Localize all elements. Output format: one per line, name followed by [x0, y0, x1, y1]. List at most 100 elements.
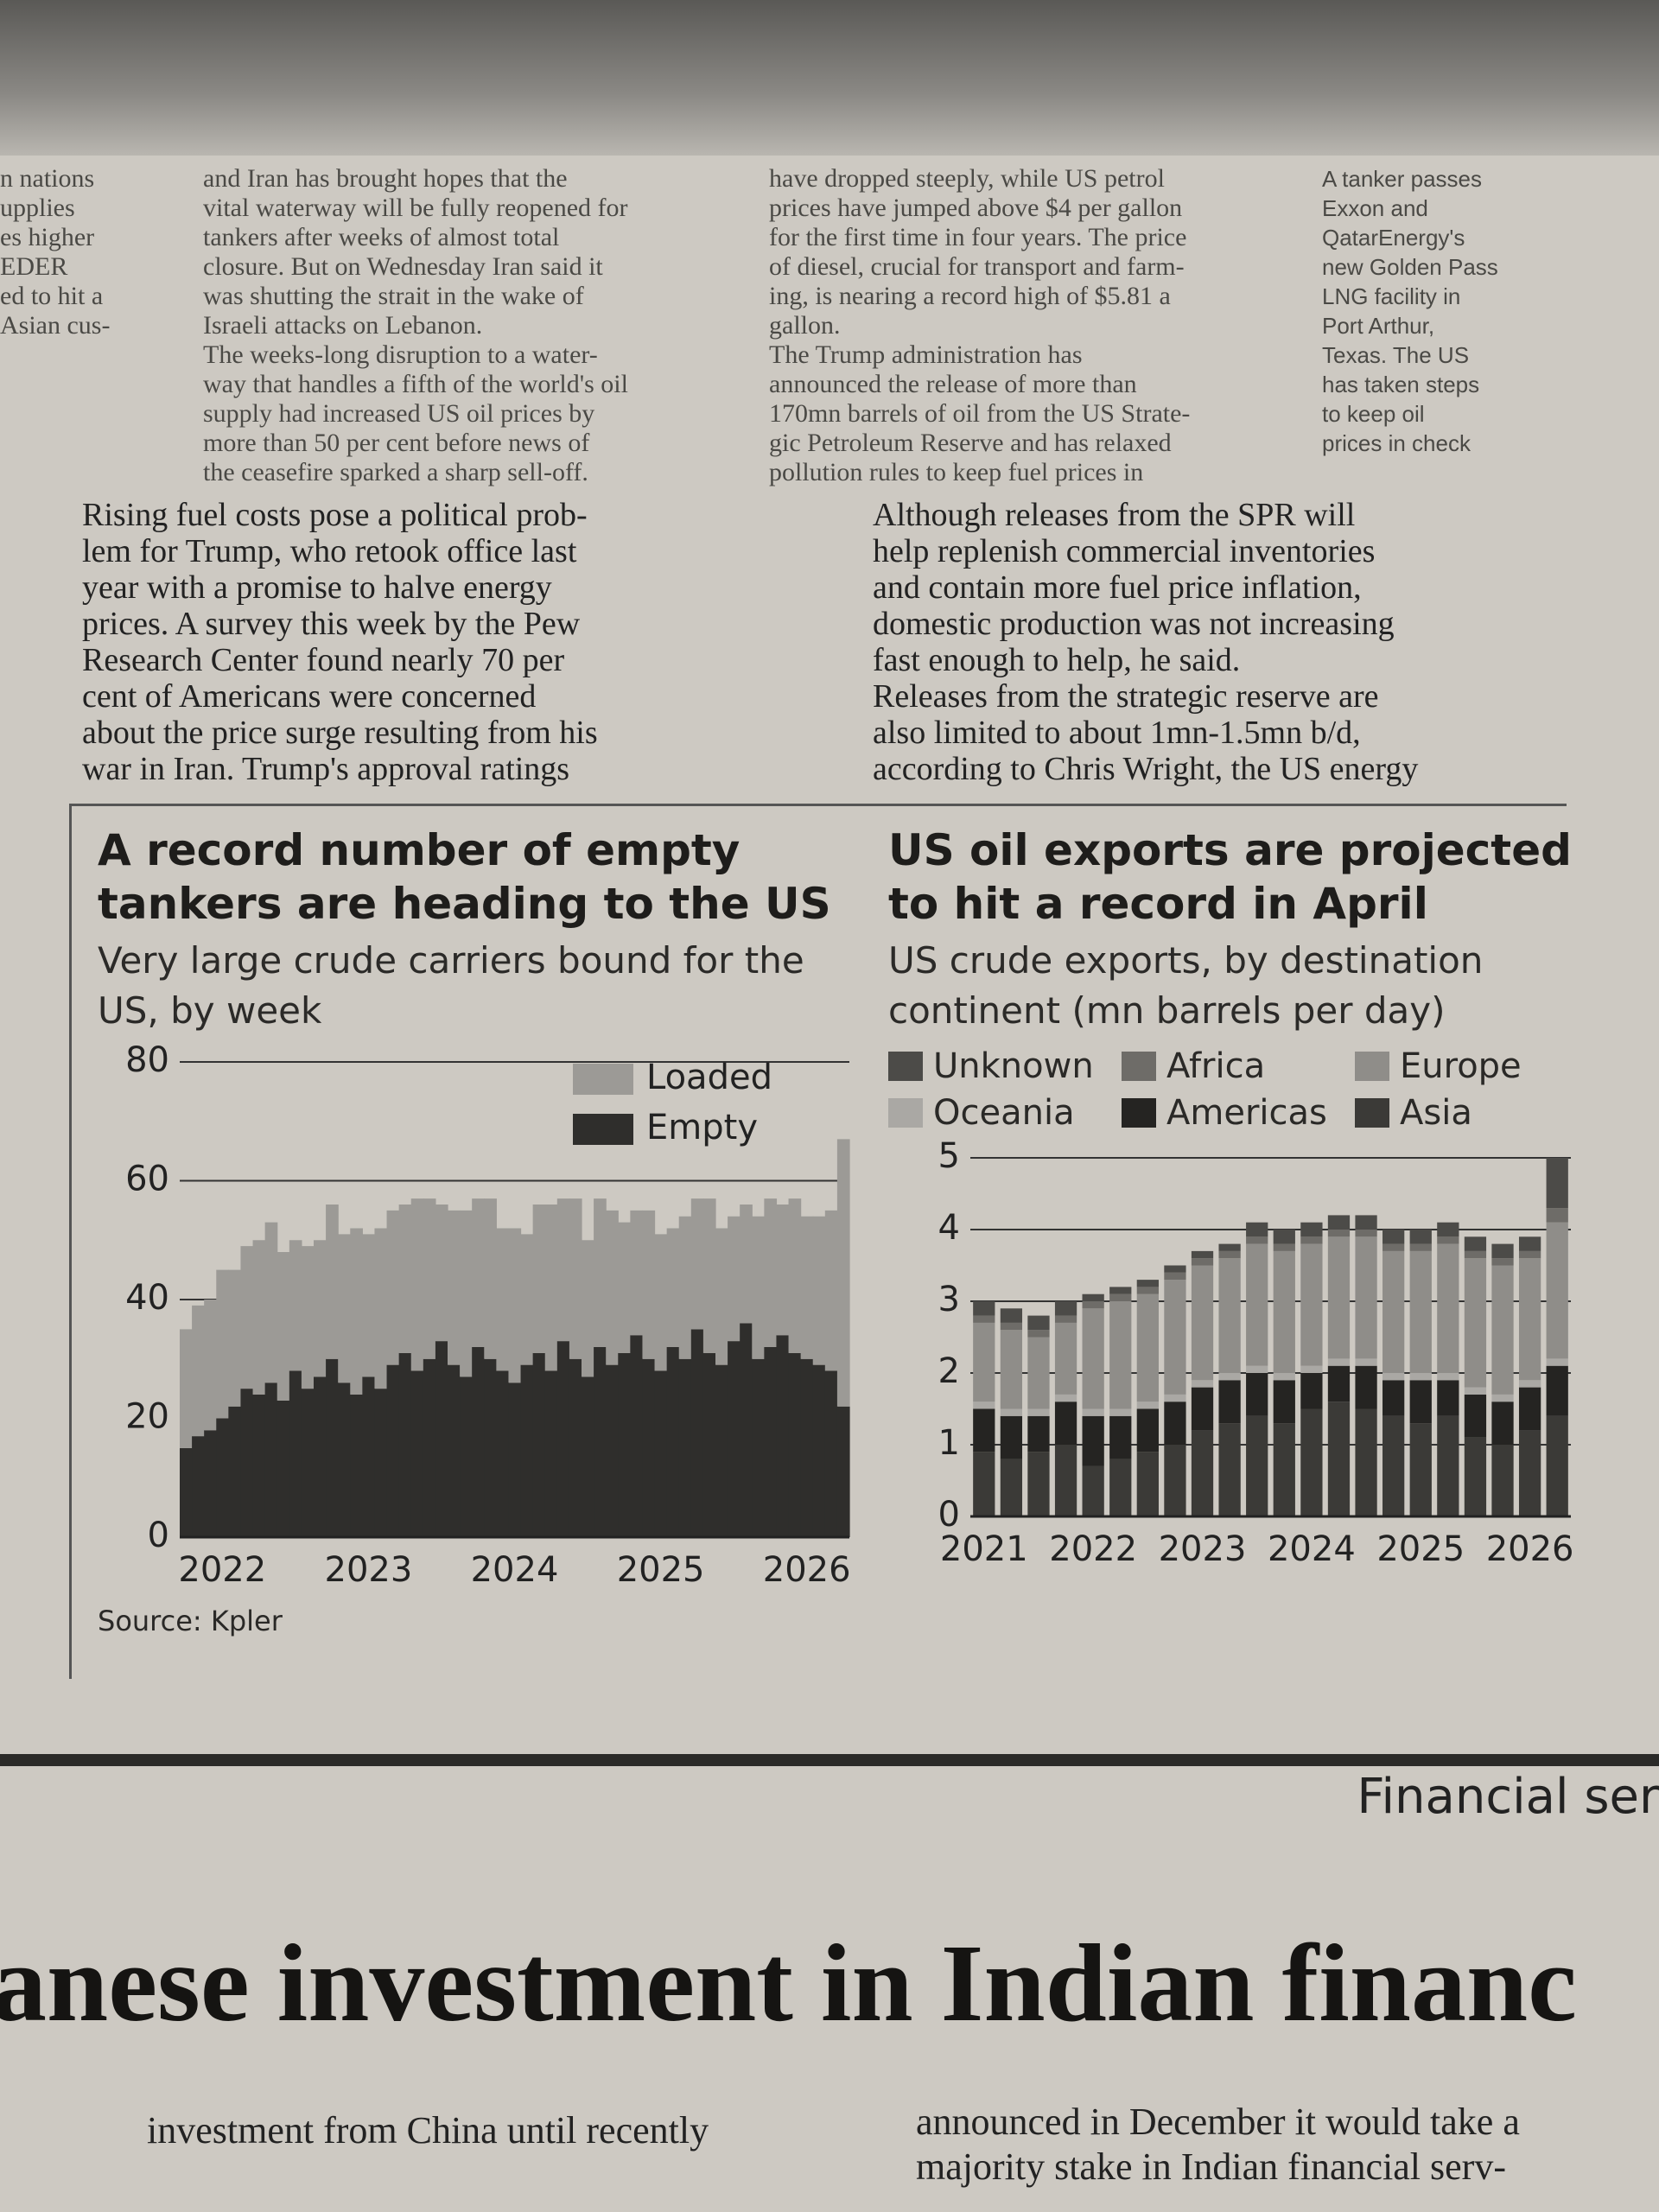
area-segment	[228, 1269, 242, 1407]
bar-segment	[1382, 1230, 1405, 1244]
text-line: upplies	[0, 194, 75, 222]
text-line: according to Chris Wright, the US energy	[873, 751, 1419, 787]
bar-segment	[1355, 1215, 1377, 1230]
bar-segment	[1054, 1322, 1077, 1395]
legend-swatch	[573, 1114, 633, 1145]
area-segment	[264, 1222, 278, 1383]
text-line: es higher	[0, 223, 95, 251]
area-segment	[472, 1347, 485, 1537]
text-line: the ceasefire sparked a sharp sell-off.	[203, 458, 588, 486]
area-segment	[264, 1382, 278, 1537]
area-segment	[702, 1352, 716, 1537]
x-tick-label: 2023	[1159, 1529, 1247, 1569]
area-segment	[800, 1358, 814, 1537]
bar-segment	[1164, 1272, 1186, 1281]
bar-segment	[1054, 1394, 1077, 1402]
bar-segment	[1491, 1243, 1514, 1259]
chart: 0 20 40 60 80 2022 2023 2024 2025 2026 Loaded Empty	[125, 1040, 850, 1590]
area-segment	[374, 1389, 388, 1537]
bar-segment	[1246, 1373, 1268, 1416]
bar-segment	[1273, 1230, 1295, 1244]
bar-segment	[1327, 1358, 1351, 1366]
legend-item: Europe	[1355, 1043, 1588, 1090]
text-line: to keep oil	[1322, 401, 1425, 427]
legend-item: Americas	[1122, 1090, 1355, 1136]
source: Source: Kpler	[98, 1605, 283, 1637]
bar-segment	[1491, 1258, 1514, 1266]
y-tick-label: 0	[148, 1516, 169, 1555]
bar-segment	[1518, 1387, 1541, 1431]
bar-segment	[1191, 1250, 1214, 1259]
x-tick-label: 2025	[1376, 1529, 1465, 1569]
text-line: gic Petroleum Reserve and has relaxed	[769, 429, 1172, 457]
bar-segment	[1409, 1373, 1432, 1381]
text-line: 170mn barrels of oil from the US Strate-	[769, 399, 1191, 428]
text-line: A tanker passes	[1322, 166, 1482, 192]
area-segment	[350, 1395, 363, 1537]
area-segment	[435, 1341, 448, 1537]
bar-segment	[1054, 1315, 1077, 1323]
area-segment	[362, 1376, 376, 1537]
bar-segment	[1300, 1222, 1323, 1237]
area-segment	[630, 1210, 644, 1336]
text-line: closure. But on Wednesday Iran said it	[203, 252, 603, 281]
area-segment	[460, 1376, 473, 1537]
area-segment	[289, 1240, 302, 1371]
bar-segment	[1164, 1394, 1186, 1402]
text-line: majority stake in Indian financial serv-	[916, 2145, 1506, 2188]
area-segment	[362, 1234, 376, 1377]
text-line: help replenish commercial inventories	[873, 533, 1376, 569]
bar-segment	[1000, 1322, 1023, 1331]
chart-panel: US oil exports are projected to hit a re…	[888, 823, 1597, 1580]
area-segment	[386, 1210, 400, 1365]
y-tick-label: 4	[938, 1208, 960, 1248]
area-segment	[678, 1216, 692, 1359]
text-line: year with a promise to halve energy	[82, 569, 552, 606]
area-segment	[398, 1352, 412, 1537]
bar-segment	[1218, 1258, 1241, 1373]
area-segment	[496, 1228, 510, 1371]
text-line: vital waterway will be fully reopened fo…	[203, 194, 628, 222]
text-line: Exxon and	[1322, 195, 1428, 221]
area-segment	[678, 1358, 692, 1537]
legend-swatch	[573, 1064, 633, 1095]
bar-segment	[1054, 1445, 1077, 1516]
area-segment	[642, 1358, 656, 1537]
bar-segment	[1000, 1330, 1023, 1409]
bar-segment	[1109, 1287, 1132, 1294]
text-line: way that handles a fifth of the world's …	[203, 370, 628, 398]
area-segment	[508, 1382, 522, 1537]
legend: Unknown Africa Europe Oceania Americas Asia	[888, 1043, 1597, 1136]
area-segment	[666, 1228, 680, 1347]
legend-swatch	[888, 1098, 923, 1128]
area-segment	[715, 1364, 728, 1537]
bar-segment	[1136, 1402, 1159, 1409]
bar-segment	[1464, 1394, 1487, 1438]
area-segment	[836, 1406, 850, 1537]
text-line: more than 50 per cent before news of	[203, 429, 590, 457]
area-segment	[642, 1210, 656, 1359]
area-segment	[690, 1198, 704, 1330]
text-line: Research Center found nearly 70 per	[82, 642, 565, 678]
text-line: The weeks-long disruption to a water-	[203, 340, 598, 369]
x-tick-label: 2024	[1268, 1529, 1356, 1569]
bar-segment	[1136, 1287, 1159, 1294]
column: announced in December it would take a maj…	[916, 2100, 1520, 2190]
legend-swatch	[1122, 1052, 1156, 1081]
bar-segment	[1327, 1365, 1351, 1402]
text-line: Texas. The US	[1322, 342, 1470, 368]
bar-segment	[1437, 1373, 1459, 1381]
area-segment	[472, 1198, 485, 1347]
bar-segment	[1218, 1373, 1241, 1381]
y-tick-label: 5	[938, 1136, 960, 1176]
bar-segment	[1300, 1365, 1323, 1373]
area-segment	[618, 1222, 631, 1353]
bar-segment	[1191, 1430, 1214, 1516]
bar-segment	[1000, 1415, 1023, 1459]
y-tick-label: 0	[938, 1495, 960, 1535]
chart-subtitle: Very large crude carriers bound for the …	[98, 939, 804, 1032]
text-line: Although releases from the SPR will	[873, 497, 1356, 533]
legend-swatch	[888, 1052, 923, 1081]
bar-segment	[1437, 1415, 1459, 1516]
area-segment	[582, 1240, 594, 1377]
